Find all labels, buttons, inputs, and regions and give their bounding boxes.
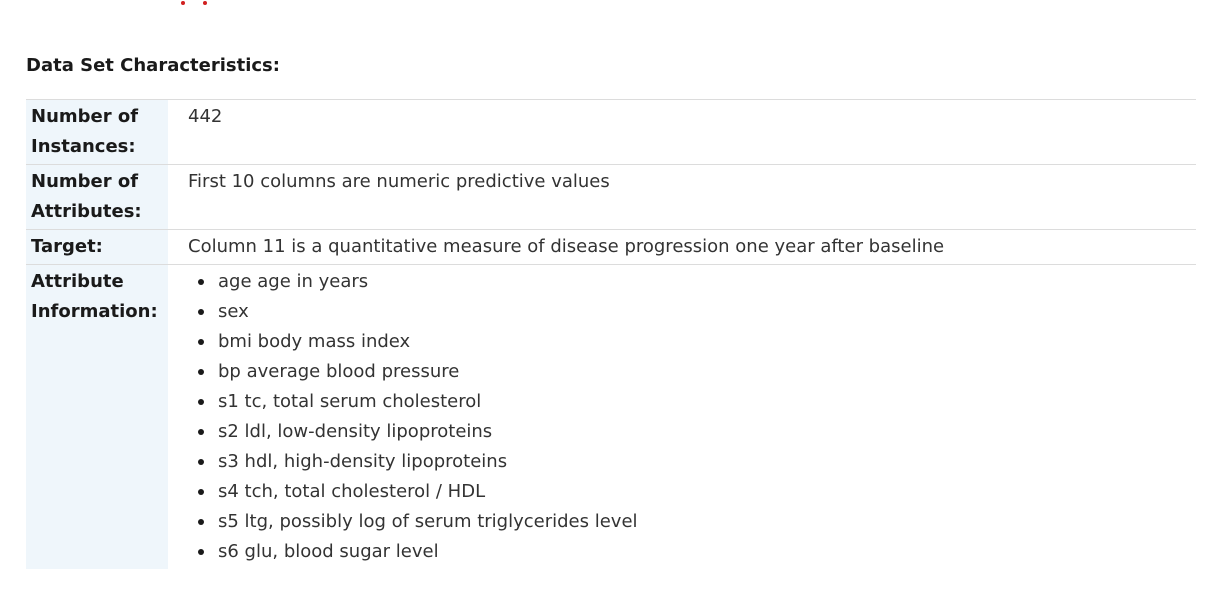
field-value-attribute-information: age age in years sex bmi body mass index… (168, 265, 1196, 570)
field-row-attributes: Number of Attributes: First 10 columns a… (26, 164, 1196, 230)
list-item: s6 glu, blood sugar level (198, 537, 1196, 567)
list-item: s4 tch, total cholesterol / HDL (198, 477, 1196, 507)
partial-punctuation-marks (181, 0, 221, 6)
field-row-attribute-information: Attribute Information: age age in years … (26, 264, 1196, 570)
field-value-instances: 442 (188, 106, 223, 127)
field-row-target: Target: Column 11 is a quantitative meas… (26, 229, 1196, 265)
field-value-attributes: First 10 columns are numeric predictive … (188, 171, 610, 192)
list-item: bp average blood pressure (198, 357, 1196, 387)
field-label-attributes: Number of Attributes: (26, 164, 168, 230)
list-item: age age in years (198, 267, 1196, 297)
list-item: s2 ldl, low-density lipoproteins (198, 417, 1196, 447)
field-label-attribute-information: Attribute Information: (26, 264, 168, 569)
attribute-list: age age in years sex bmi body mass index… (188, 267, 1196, 567)
red-dot (203, 1, 207, 5)
list-item: s5 ltg, possibly log of serum triglyceri… (198, 507, 1196, 537)
field-row-instances: Number of Instances: 442 (26, 99, 1196, 165)
characteristics-table: Number of Instances: 442 Number of Attri… (26, 99, 1196, 569)
field-label-target: Target: (26, 229, 168, 265)
field-label-instances: Number of Instances: (26, 99, 168, 165)
section-title: Data Set Characteristics: (26, 55, 280, 76)
list-item: s3 hdl, high-density lipoproteins (198, 447, 1196, 477)
list-item: s1 tc, total serum cholesterol (198, 387, 1196, 417)
red-dot (181, 1, 185, 5)
list-item: sex (198, 297, 1196, 327)
field-value-target: Column 11 is a quantitative measure of d… (188, 236, 945, 257)
list-item: bmi body mass index (198, 327, 1196, 357)
